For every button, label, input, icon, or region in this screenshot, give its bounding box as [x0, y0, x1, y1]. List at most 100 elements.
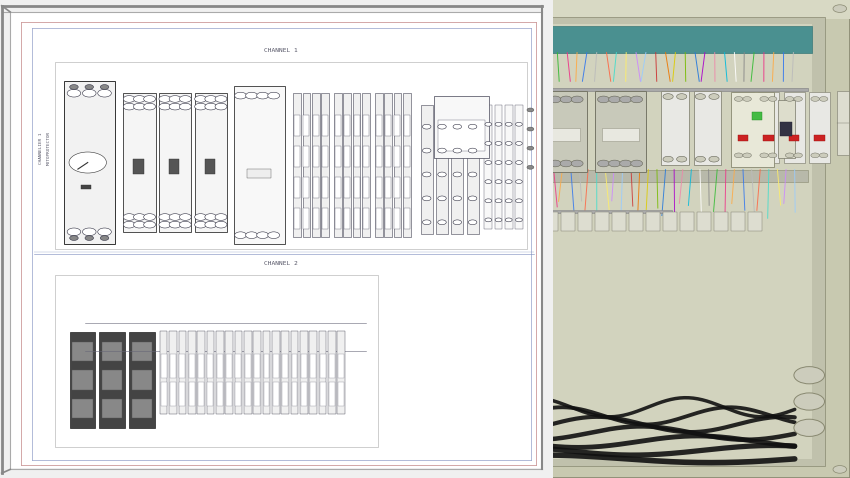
- Bar: [343, 93, 351, 237]
- Bar: [544, 212, 558, 231]
- Circle shape: [133, 221, 145, 228]
- Bar: [198, 382, 204, 406]
- Circle shape: [695, 94, 706, 99]
- Bar: [385, 177, 391, 198]
- Bar: [189, 354, 195, 378]
- Bar: [362, 93, 370, 237]
- Bar: [198, 354, 204, 378]
- Circle shape: [268, 232, 280, 239]
- Bar: [129, 332, 155, 428]
- Circle shape: [495, 122, 502, 126]
- Circle shape: [144, 221, 156, 228]
- Text: CHANNELIER 1: CHANNELIER 1: [39, 132, 43, 164]
- Bar: [595, 212, 609, 231]
- Bar: [748, 212, 762, 231]
- Circle shape: [215, 103, 227, 110]
- Bar: [780, 122, 792, 136]
- Bar: [313, 177, 319, 198]
- Circle shape: [505, 161, 512, 164]
- Circle shape: [468, 220, 477, 225]
- Bar: [354, 115, 360, 136]
- Circle shape: [475, 133, 502, 148]
- Bar: [207, 354, 213, 378]
- Circle shape: [560, 160, 572, 167]
- Circle shape: [663, 94, 673, 99]
- Circle shape: [484, 141, 491, 145]
- Bar: [363, 146, 369, 167]
- Bar: [394, 93, 401, 237]
- Bar: [294, 177, 300, 198]
- Circle shape: [743, 153, 751, 158]
- Circle shape: [67, 89, 81, 97]
- Bar: [133, 159, 144, 174]
- Circle shape: [123, 214, 135, 220]
- Bar: [328, 331, 336, 414]
- Bar: [72, 342, 93, 361]
- Circle shape: [484, 122, 491, 126]
- Bar: [680, 212, 694, 231]
- Bar: [578, 212, 592, 231]
- Circle shape: [235, 92, 246, 99]
- Circle shape: [422, 148, 431, 153]
- Bar: [375, 93, 383, 237]
- Bar: [697, 212, 711, 231]
- Circle shape: [505, 122, 512, 126]
- Bar: [421, 105, 433, 234]
- Circle shape: [420, 5, 434, 12]
- Bar: [542, 128, 580, 141]
- Circle shape: [268, 92, 280, 99]
- Bar: [738, 135, 748, 141]
- Circle shape: [123, 221, 135, 228]
- Circle shape: [794, 153, 802, 158]
- Bar: [226, 354, 232, 378]
- Circle shape: [144, 96, 156, 102]
- Bar: [789, 135, 799, 141]
- Bar: [338, 354, 344, 378]
- Bar: [536, 91, 586, 172]
- Bar: [731, 212, 745, 231]
- Circle shape: [82, 89, 96, 97]
- Circle shape: [527, 108, 534, 112]
- Circle shape: [819, 153, 828, 158]
- Bar: [561, 212, 575, 231]
- Circle shape: [505, 199, 512, 203]
- Bar: [455, 88, 808, 91]
- Bar: [404, 208, 410, 229]
- Bar: [353, 93, 360, 237]
- Bar: [253, 331, 261, 414]
- Bar: [493, 212, 507, 231]
- Bar: [70, 332, 95, 428]
- Circle shape: [195, 214, 207, 220]
- Bar: [462, 110, 472, 119]
- Bar: [344, 177, 350, 198]
- Bar: [495, 105, 502, 229]
- Circle shape: [195, 96, 207, 102]
- Bar: [245, 382, 251, 406]
- Bar: [394, 208, 400, 229]
- Bar: [226, 382, 232, 406]
- Bar: [313, 146, 319, 167]
- Bar: [292, 382, 297, 406]
- Circle shape: [82, 228, 96, 236]
- Bar: [217, 354, 223, 378]
- Bar: [354, 208, 360, 229]
- Bar: [344, 146, 350, 167]
- Circle shape: [246, 92, 258, 99]
- Bar: [338, 382, 344, 406]
- Bar: [335, 177, 341, 198]
- Circle shape: [515, 199, 522, 203]
- Bar: [123, 93, 156, 232]
- Circle shape: [527, 165, 534, 169]
- Circle shape: [484, 199, 491, 203]
- Bar: [385, 146, 391, 167]
- Circle shape: [495, 141, 502, 145]
- Bar: [207, 382, 213, 406]
- Bar: [335, 146, 341, 167]
- Bar: [384, 93, 392, 237]
- Circle shape: [468, 196, 477, 201]
- Circle shape: [571, 160, 583, 167]
- Circle shape: [598, 160, 609, 167]
- Bar: [661, 91, 689, 165]
- Bar: [385, 115, 391, 136]
- Circle shape: [833, 5, 847, 12]
